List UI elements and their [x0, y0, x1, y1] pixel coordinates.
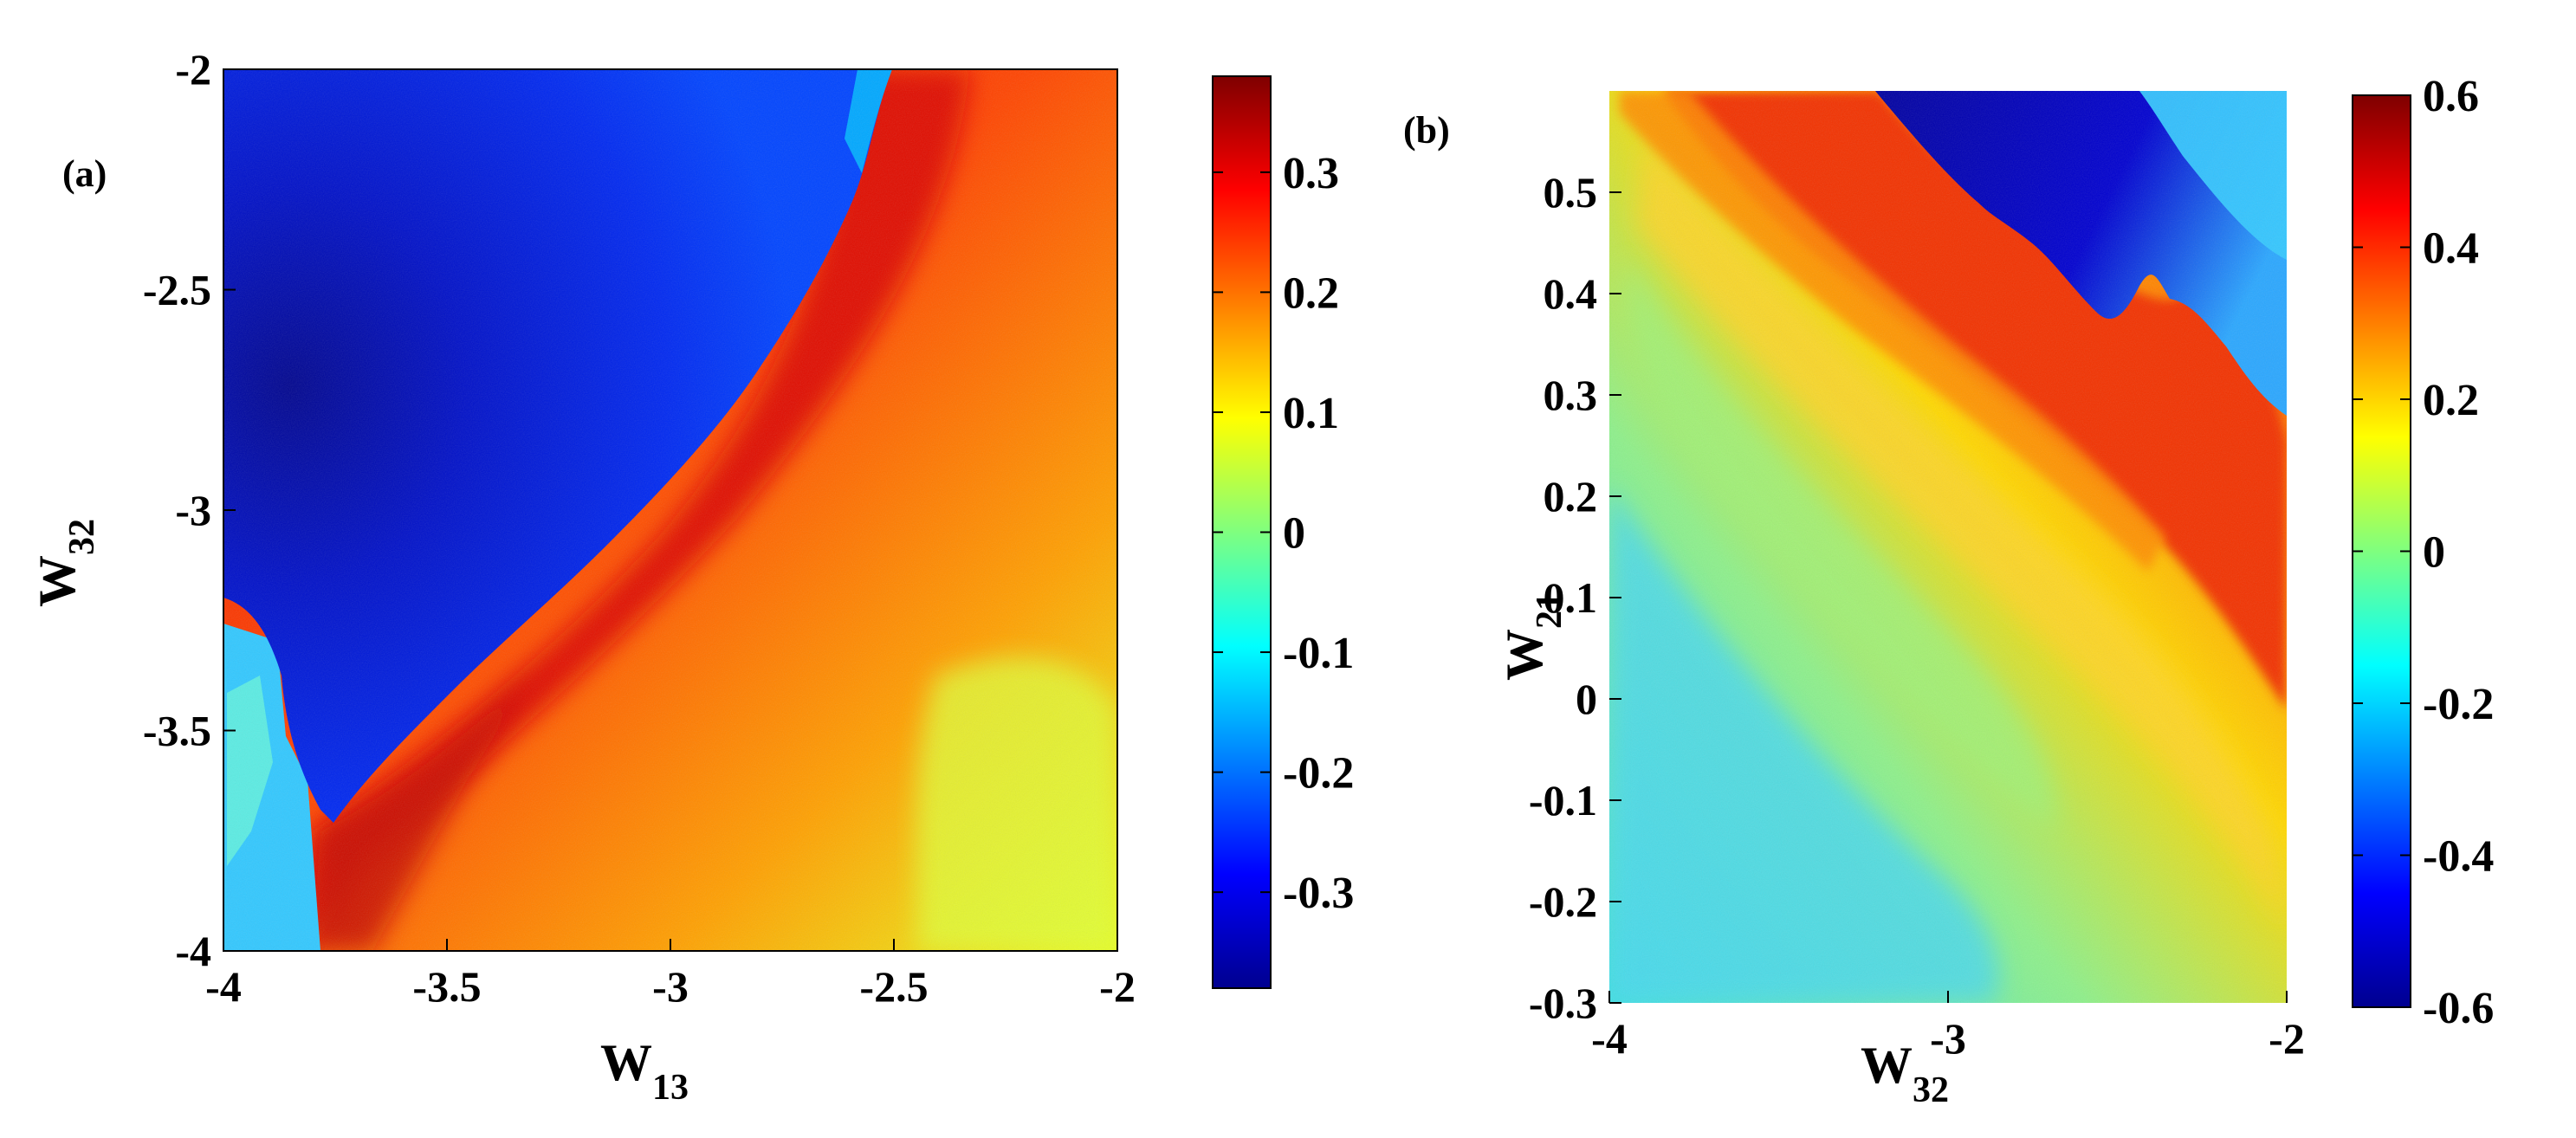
colorbar-tick-label-a: 0: [1283, 509, 1305, 559]
panel-a: (a) -4 -3.5 -3 -2.5 -2 -2-2.5-3-3.5-4 W13 W3…: [29, 45, 1354, 1108]
colorbar-tick-label-a: -0.1: [1283, 629, 1354, 678]
heatmap-a: [223, 69, 1117, 951]
colorbar-a-ticks: 0.3 0.2 0.1 0 -0.1 -0.2 -0.3: [1213, 149, 1354, 918]
x-tick-label-b: -4: [1591, 1014, 1628, 1063]
colorbar-tick-label-a: -0.3: [1283, 869, 1354, 918]
heatmap-b: [1609, 91, 2287, 1003]
panel-b: (b) -4 -3 -2 0.50.40.30.20.10-0.1-0.2-0.3 …: [1403, 72, 2494, 1110]
panel-b-label: (b): [1403, 109, 1450, 152]
axes-b-ylabel-base: W: [1496, 629, 1553, 681]
x-tick-label-a: -2.5: [859, 962, 928, 1011]
x-tick-label-a: -4: [205, 962, 242, 1011]
axes-b-xlabel-sub: 32: [1913, 1070, 1949, 1110]
axes-b-xlabel-base: W: [1861, 1037, 1913, 1094]
colorbar-b-ticks: 0.6 0.4 0.2 0 -0.2 -0.4 -0.6: [2353, 72, 2494, 1033]
y-tick-label-b: 0.2: [1544, 472, 1598, 521]
axes-a-xticks: -4 -3.5 -3 -2.5 -2: [205, 939, 1136, 1011]
x-tick-label-b: -3: [1930, 1014, 1966, 1063]
y-tick-label-b: 0.3: [1544, 371, 1598, 419]
axes-a-ylabel-base: W: [29, 555, 86, 607]
y-tick-label-a: -2: [175, 45, 211, 94]
axes-b-xlabel: W32: [1861, 1037, 1949, 1110]
y-tick-label-b: 0.1: [1544, 573, 1598, 622]
y-tick-label-b: 0.5: [1544, 168, 1598, 217]
axes-b-xticks: -4 -3 -2: [1591, 991, 2305, 1063]
colorbar-tick-label-a: 0.1: [1283, 389, 1339, 438]
colorbar-tick-label-b: -0.2: [2423, 680, 2494, 729]
colorbar-tick-label-a: 0.3: [1283, 149, 1339, 198]
x-tick-label-a: -3.5: [412, 962, 481, 1011]
y-tick-label-b: -0.2: [1529, 877, 1597, 926]
colorbar-tick-label-a: -0.2: [1283, 749, 1354, 799]
axes-a-yticks: -2 -2.5 -3 -3.5 -4: [143, 45, 236, 975]
x-tick-label-b: -2: [2269, 1014, 2305, 1063]
y-tick-label-a: -2.5: [143, 266, 211, 314]
axes-b-ylabel-sub: 21: [1530, 592, 1570, 629]
axes-a-xlabel-sub: 13: [652, 1068, 689, 1108]
y-tick-label-b: -0.1: [1529, 776, 1597, 824]
heatmap-b-noise: [1609, 91, 2287, 1003]
panel-a-label: (a): [62, 152, 107, 195]
y-tick-label-a: -3: [175, 486, 211, 534]
axes-a-ylabel-sub: 32: [62, 519, 102, 555]
colorbar-tick-label-b: -0.4: [2423, 832, 2494, 882]
axes-b-yticks: 0.5 0.4 0.3 0.2 0.1 0 -0.1 -0.2 -0.3: [1529, 168, 1621, 1027]
y-tick-label-a: -4: [175, 927, 211, 975]
x-tick-label-a: -3: [652, 962, 689, 1011]
x-tick-label-a: -2: [1099, 962, 1136, 1011]
colorbar-tick-label-b: 0.4: [2423, 224, 2479, 274]
axes-a-ylabel: W32: [29, 519, 102, 607]
y-tick-label-b: -0.3: [1529, 979, 1597, 1027]
y-tick-label-a: -3.5: [143, 707, 211, 755]
axes-a-xlabel: W13: [600, 1034, 689, 1108]
axes-b-ylabel: W21: [1496, 592, 1570, 681]
colorbar-tick-label-b: 0: [2423, 528, 2445, 578]
heatmap-a-noise: [223, 69, 1117, 951]
colorbar-tick-label-b: 0.2: [2423, 376, 2479, 425]
axes-a-xlabel-base: W: [600, 1034, 652, 1091]
y-tick-label-b: 0: [1576, 675, 1597, 723]
y-tick-label-b: 0.4: [1544, 269, 1598, 318]
colorbar-tick-label-b: -0.6: [2423, 984, 2494, 1033]
colorbar-tick-label-b: 0.6: [2423, 72, 2479, 121]
colorbar-tick-label-a: 0.2: [1283, 268, 1339, 318]
